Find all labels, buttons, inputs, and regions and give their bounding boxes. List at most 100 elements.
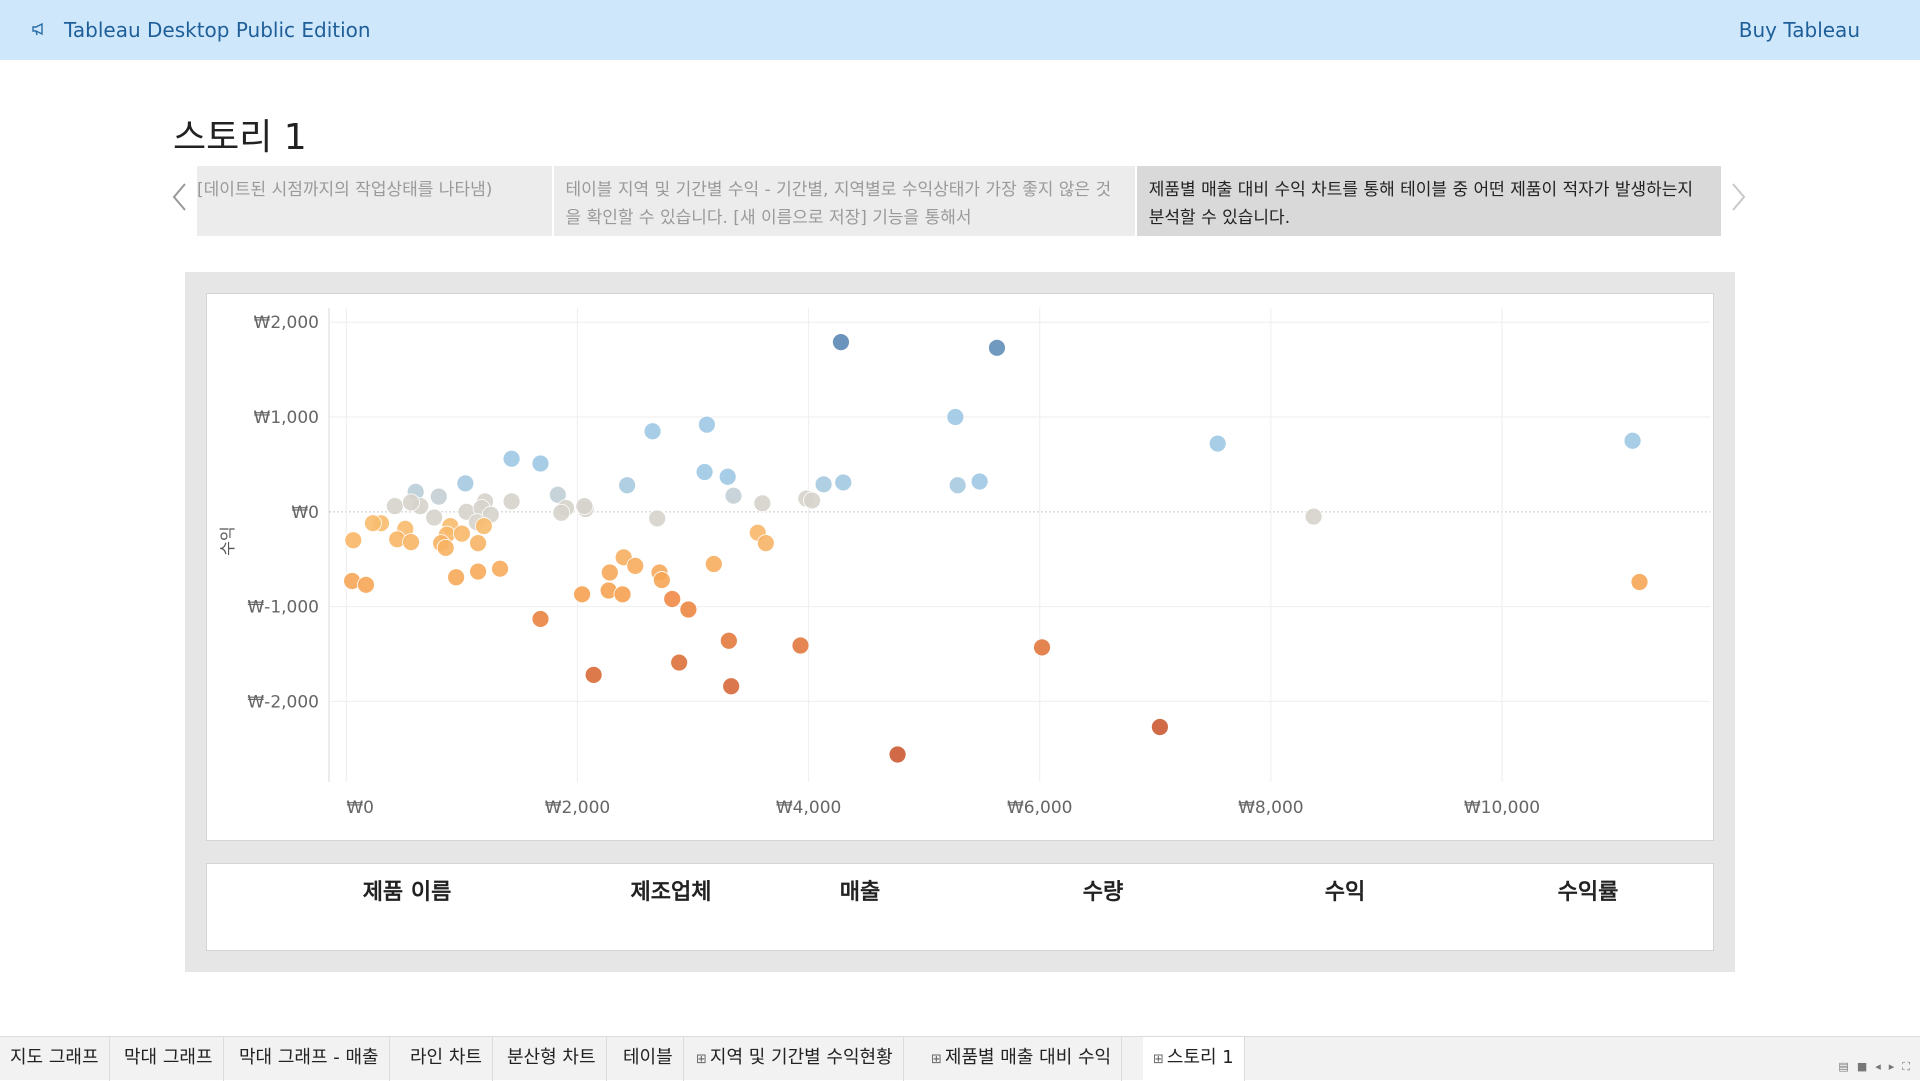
scatter-point <box>803 491 821 510</box>
scatter-point <box>491 559 509 578</box>
prev-sheet-icon[interactable]: ◂ <box>1875 1060 1881 1073</box>
scatter-point <box>946 408 965 426</box>
tab-label: 제품별 매출 대비 수익 <box>944 1047 1112 1068</box>
scatter-point <box>1208 434 1227 453</box>
scatter-point <box>643 422 662 441</box>
scatter-point <box>344 531 363 550</box>
story-point-1[interactable]: [데이트된 시점까지의 작업상태를 나타냄) <box>197 166 552 236</box>
scatter-point <box>718 467 737 486</box>
scatter-point <box>704 555 723 573</box>
table-header-profit-ratio[interactable]: 수익률 <box>1557 880 1619 905</box>
scatter-point <box>425 508 444 527</box>
app-title: Tableau Desktop Public Edition <box>64 18 371 42</box>
scatter-point <box>600 563 619 582</box>
chevron-right-icon[interactable] <box>1726 180 1750 220</box>
fullscreen-icon[interactable]: ⛶ <box>1902 1060 1910 1073</box>
table-header-sales[interactable]: 매출 <box>839 880 881 905</box>
scatter-point <box>474 517 493 535</box>
tab-scatter-chart[interactable]: 분산형 차트 <box>497 1037 607 1081</box>
scatter-point <box>791 636 810 655</box>
scatter-point <box>756 534 775 553</box>
scatter-point <box>618 476 637 495</box>
scatter-point <box>948 476 967 495</box>
scatter-point <box>1151 718 1169 736</box>
view-controls: ▤ ■ ◂ ▸ ⛶ <box>1838 1060 1910 1074</box>
dashboard-icon: ⊞ <box>696 1052 707 1067</box>
scatter-point <box>552 503 571 522</box>
scatter-point <box>1630 573 1649 591</box>
scatter-point <box>888 745 907 764</box>
y-tick-label: ₩-2,000 <box>247 692 319 712</box>
scatter-point <box>753 494 772 513</box>
scatter-chart[interactable]: ₩2,000 ₩1,000 ₩0 ₩-1,000 ₩-2,000 ₩0 ₩2,000 ₩4,0… <box>207 294 1715 842</box>
tab-label: 지역 및 기간별 수익현황 <box>709 1047 893 1068</box>
tab-label: 막대 그래프 - 매출 <box>239 1047 379 1068</box>
scatter-point <box>436 538 455 557</box>
sheet-sorter-icon[interactable]: ▤ <box>1838 1060 1849 1073</box>
scatter-point <box>1304 507 1323 526</box>
scatter-point <box>364 514 382 533</box>
tab-bar-graph-sales[interactable]: 막대 그래프 - 매출 <box>229 1037 390 1081</box>
scatter-point <box>429 487 448 506</box>
table-header-quantity[interactable]: 수량 <box>1082 880 1124 905</box>
scatter-point <box>502 492 521 511</box>
scatter-point <box>832 333 850 352</box>
scatter-point <box>1033 638 1051 657</box>
scatter-point <box>447 568 466 587</box>
scatter-point <box>626 556 645 575</box>
sheet-tab-bar: 지도 그래프 막대 그래프 막대 그래프 - 매출 라인 차트 분산형 차트 테… <box>0 1036 1920 1081</box>
scatter-point <box>695 463 714 481</box>
tab-label: 분산형 차트 <box>507 1047 596 1068</box>
tab-product-sales-vs-profit[interactable]: ⊞ 제품별 매출 대비 수익 <box>921 1037 1123 1081</box>
tab-region-period-profit[interactable]: ⊞ 지역 및 기간별 수익현황 <box>686 1037 904 1081</box>
scatter-point <box>469 562 487 581</box>
scatter-point <box>697 415 716 434</box>
tab-bar-graph[interactable]: 막대 그래프 <box>114 1037 224 1081</box>
scatter-point <box>548 485 567 504</box>
tab-map-graph[interactable]: 지도 그래프 <box>0 1037 110 1081</box>
y-tick-label: ₩2,000 <box>254 313 319 333</box>
y-tick-label: ₩1,000 <box>254 408 319 428</box>
scatter-chart-panel: ₩2,000 ₩1,000 ₩0 ₩-1,000 ₩-2,000 ₩0 ₩2,000 ₩4,0… <box>206 293 1714 841</box>
scatter-point <box>970 472 989 491</box>
scatter-point <box>456 474 475 493</box>
x-tick-label: ₩6,000 <box>1007 798 1072 818</box>
story-icon: ⊞ <box>1153 1052 1164 1067</box>
scatter-point <box>469 534 487 553</box>
scatter-point <box>1623 431 1642 450</box>
buy-tableau-link[interactable]: Buy Tableau <box>1738 18 1860 42</box>
scatter-point <box>531 610 550 628</box>
scatter-point <box>719 631 738 650</box>
top-bar: Tableau Desktop Public Edition Buy Table… <box>0 0 1920 60</box>
scatter-point <box>988 338 1006 357</box>
scatter-point <box>573 585 591 604</box>
y-axis-title: 수익 <box>218 526 237 555</box>
table-header-manufacturer[interactable]: 제조업체 <box>630 880 712 905</box>
scatter-point <box>670 653 689 672</box>
scatter-point <box>502 449 521 468</box>
scatter-point <box>834 473 853 492</box>
tab-label: 테이블 <box>623 1047 673 1068</box>
story-point-3[interactable]: 제품별 매출 대비 수익 차트를 통해 테이블 중 어떤 제품이 적자가 발생하… <box>1136 166 1721 236</box>
y-tick-label: ₩-1,000 <box>247 598 319 618</box>
tab-label: 스토리 1 <box>1166 1047 1234 1068</box>
tab-table[interactable]: 테이블 <box>613 1037 684 1081</box>
tab-line-chart[interactable]: 라인 차트 <box>400 1037 493 1081</box>
filmstrip-icon[interactable]: ■ <box>1856 1060 1868 1073</box>
scatter-point <box>584 665 603 684</box>
y-tick-label: ₩0 <box>291 503 319 523</box>
chevron-left-icon[interactable] <box>168 180 192 220</box>
scatter-point <box>679 600 698 619</box>
tab-story-1[interactable]: ⊞ 스토리 1 <box>1143 1037 1245 1081</box>
tab-label: 막대 그래프 <box>124 1047 213 1068</box>
table-header-product-name[interactable]: 제품 이름 <box>362 880 452 905</box>
scatter-point <box>724 486 743 505</box>
x-tick-label: ₩10,000 <box>1464 798 1540 818</box>
scatter-point <box>452 524 471 543</box>
scatter-point <box>652 571 671 589</box>
megaphone-icon <box>32 22 46 36</box>
scatter-point <box>531 454 550 473</box>
story-point-2[interactable]: 테이블 지역 및 기간별 수익 - 기간별, 지역별로 수익상태가 가장 좋지 … <box>553 166 1135 236</box>
table-header-profit[interactable]: 수익 <box>1324 880 1366 905</box>
next-sheet-icon[interactable]: ▸ <box>1888 1060 1895 1073</box>
